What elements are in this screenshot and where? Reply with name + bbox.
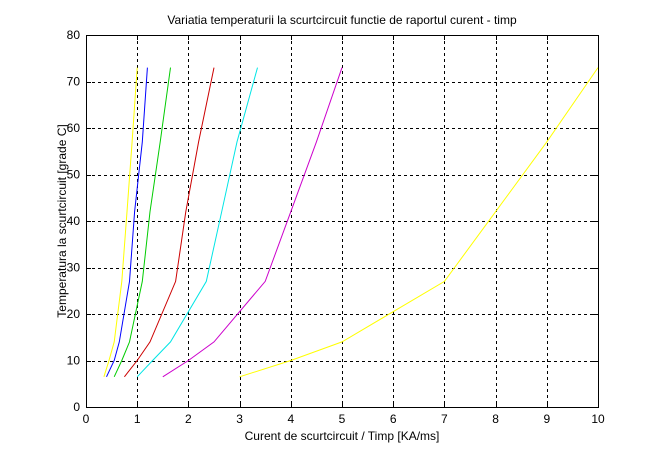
- y-tick-label: 50: [67, 168, 81, 182]
- series-line-5: [136, 67, 258, 378]
- y-tick-label: 20: [67, 307, 81, 321]
- series-group: [103, 67, 599, 378]
- x-tick-label: 6: [390, 412, 397, 426]
- series-line-1: [103, 67, 138, 377]
- series-line-2: [106, 67, 148, 378]
- y-tick-label: 10: [67, 354, 81, 368]
- grid: [86, 35, 598, 407]
- x-tick-label: 4: [287, 412, 294, 426]
- y-tick-label: 70: [67, 75, 81, 89]
- ticks: 0 1 2 3 4 5 6 7 8 9 10 0 10 20 30 40 50 60 70 80: [67, 28, 605, 426]
- x-axis-label: Curent de scurtcircuit / Timp [KA/ms]: [245, 429, 440, 443]
- x-tick-label: 8: [492, 412, 499, 426]
- x-tick-label: 7: [441, 412, 448, 426]
- series-line-4: [124, 67, 215, 378]
- x-tick-label: 9: [543, 412, 550, 426]
- y-axis-label: Temperatura la scurtcircuit [grade C]: [55, 124, 69, 317]
- series-line-7: [239, 67, 599, 378]
- y-tick-label: 60: [67, 121, 81, 135]
- x-tick-label: 3: [236, 412, 243, 426]
- series-line-6: [162, 67, 343, 378]
- y-tick-label: 80: [67, 28, 81, 42]
- series-line-3: [113, 67, 171, 378]
- y-tick-label: 0: [73, 400, 80, 414]
- chart-title: Variatia temperaturii la scurtcircuit fu…: [167, 13, 517, 27]
- x-tick-label: 0: [83, 412, 90, 426]
- x-tick-label: 10: [591, 412, 605, 426]
- y-tick-label: 30: [67, 261, 81, 275]
- x-tick-label: 2: [185, 412, 192, 426]
- x-tick-label: 1: [134, 412, 141, 426]
- x-tick-label: 5: [339, 412, 346, 426]
- y-tick-label: 40: [67, 214, 81, 228]
